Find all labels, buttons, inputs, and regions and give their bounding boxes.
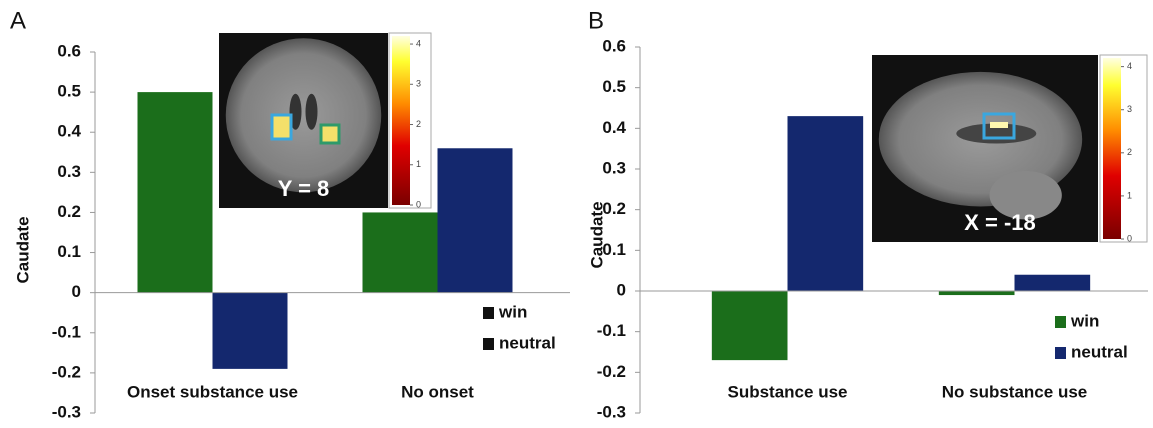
legend-marker: [483, 307, 494, 319]
y-tick-label: 0.5: [602, 77, 626, 96]
colorbar: [1103, 58, 1121, 239]
bar: [712, 291, 788, 360]
bar: [363, 212, 438, 292]
colorbar: [392, 36, 410, 205]
legend-label: neutral: [499, 333, 556, 352]
y-tick-label: -0.2: [52, 362, 81, 381]
colorbar-tick-label: 2: [416, 119, 421, 129]
colorbar-tick-label: 3: [416, 79, 421, 89]
y-tick-label: 0.4: [57, 122, 81, 141]
colorbar-tick-label: 1: [416, 159, 421, 169]
legend-marker: [1055, 316, 1066, 328]
y-tick-label: 0.1: [57, 242, 81, 261]
y-tick-label: -0.3: [597, 402, 626, 421]
y-tick-label: 0: [72, 282, 81, 301]
y-tick-label: 0.1: [602, 240, 626, 259]
roi-box: [321, 125, 339, 143]
y-tick-label: -0.2: [597, 362, 626, 381]
activation: [990, 122, 1008, 128]
colorbar-tick-label: 3: [1127, 104, 1132, 114]
panel-label: B: [588, 7, 604, 34]
x-tick-label: No substance use: [942, 382, 1088, 401]
y-tick-label: -0.1: [52, 322, 81, 341]
bar: [138, 92, 213, 293]
bar: [1015, 275, 1091, 291]
colorbar-tick-label: 1: [1127, 190, 1132, 200]
x-tick-label: Onset substance use: [127, 382, 298, 401]
y-tick-label: -0.1: [597, 321, 626, 340]
panel-label: A: [10, 7, 26, 34]
y-tick-label: 0.2: [57, 202, 81, 221]
y-tick-label: 0.2: [602, 199, 626, 218]
inset-label: X = -18: [964, 210, 1036, 235]
colorbar-tick-label: 4: [1127, 61, 1132, 71]
legend-label: win: [1070, 311, 1099, 330]
bar: [939, 291, 1015, 295]
x-tick-label: Substance use: [728, 382, 848, 401]
legend-label: neutral: [1071, 342, 1128, 361]
y-axis-label: Caudate: [13, 216, 32, 283]
bar: [438, 148, 513, 292]
bar: [213, 293, 288, 369]
figure: A Caudate -0.3 -0.2 -0.1 0 0.1 0.2 0.3 0.4 0.5 0.6 O…: [0, 0, 1153, 428]
x-tick-label: No onset: [401, 382, 474, 401]
brain-shape: [226, 38, 381, 192]
bar: [788, 116, 864, 291]
y-tick-label: 0: [617, 280, 626, 299]
y-tick-label: 0.3: [602, 158, 626, 177]
colorbar-tick-label: 0: [416, 199, 421, 209]
colorbar-tick-label: 0: [1127, 233, 1132, 243]
colorbar-tick-label: 4: [416, 38, 421, 48]
legend-marker: [1055, 347, 1066, 359]
roi-box: [272, 115, 291, 139]
y-tick-label: 0.6: [602, 36, 626, 55]
y-tick-label: 0.5: [57, 82, 81, 101]
inset-label: Y = 8: [278, 176, 330, 201]
y-tick-label: 0.6: [57, 41, 81, 60]
legend-label: win: [498, 302, 527, 321]
legend-marker: [483, 338, 494, 350]
y-tick-label: -0.3: [52, 402, 81, 421]
ventricle: [306, 94, 318, 130]
y-tick-label: 0.4: [602, 118, 626, 137]
colorbar-tick-label: 2: [1127, 147, 1132, 157]
y-tick-label: 0.3: [57, 162, 81, 181]
